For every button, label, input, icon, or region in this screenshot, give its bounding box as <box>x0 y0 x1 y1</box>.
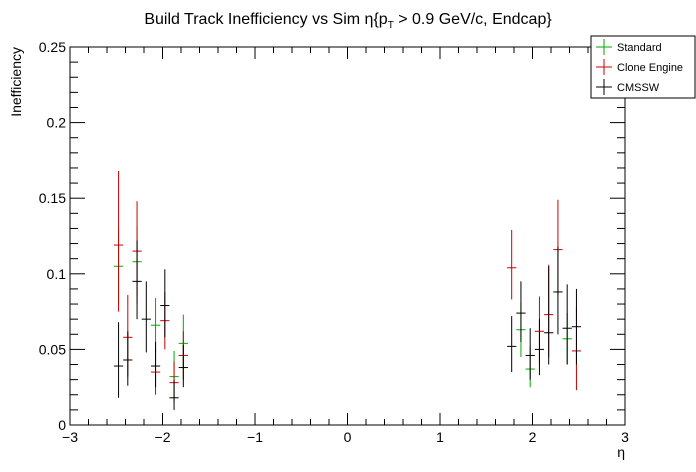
x-tick-label: −1 <box>247 429 263 445</box>
data-point <box>544 266 554 365</box>
plot-area: −3 −2 −1 0 1 2 3 0 0.05 0.1 0.15 0.2 0.25 <box>39 39 629 445</box>
x-tick-label: 2 <box>529 429 537 445</box>
data-point <box>516 281 526 342</box>
chart-title-rest: > 0.9 GeV/c, Endcap} <box>394 11 553 28</box>
data-point <box>132 240 142 320</box>
data-point <box>160 269 170 338</box>
series-cmssw <box>113 240 582 410</box>
x-tick-label: −2 <box>155 429 171 445</box>
x-axis-label: η <box>617 444 625 460</box>
x-tick-label: −3 <box>62 429 78 445</box>
y-tick-label: 0.2 <box>47 115 67 131</box>
legend-label: Standard <box>617 42 662 54</box>
legend-entry: Standard <box>596 39 662 55</box>
legend-label: CMSSW <box>617 82 660 94</box>
x-tick-label: 1 <box>436 429 444 445</box>
data-point <box>553 246 563 335</box>
y-tick-label: 0.15 <box>39 190 66 206</box>
data-point <box>562 284 572 365</box>
data-point <box>141 281 151 353</box>
data-point <box>525 328 535 380</box>
legend-entry: Clone Engine <box>596 59 683 75</box>
y-tick-label: 0.05 <box>39 341 66 357</box>
data-point <box>571 288 582 365</box>
data-point <box>123 331 133 386</box>
chart-title-main: Build Track Inefficiency vs Sim η{p <box>144 11 387 28</box>
data-point <box>507 316 517 373</box>
y-tick-label: 0.25 <box>39 39 66 55</box>
chart-title-subscript: T <box>388 20 394 31</box>
data-point <box>507 229 517 300</box>
chart-title: Build Track Inefficiency vs Sim η{pT > 0… <box>144 11 552 31</box>
legend-label: Clone Engine <box>617 62 683 74</box>
data-point <box>150 341 161 388</box>
data-point <box>169 379 179 410</box>
legend-entry: CMSSW <box>596 79 660 95</box>
x-tick-label: 0 <box>344 429 352 445</box>
data-point <box>113 322 124 398</box>
x-tick-label: 3 <box>621 429 629 445</box>
y-tick-label: 0 <box>58 417 66 433</box>
data-point <box>534 319 545 376</box>
data-point <box>113 170 124 312</box>
y-tick-label: 0.1 <box>47 266 67 282</box>
legend: Standard Clone Engine CMSSW <box>590 35 696 99</box>
data-point <box>178 344 188 388</box>
y-axis-label: Inefficiency <box>8 47 24 117</box>
